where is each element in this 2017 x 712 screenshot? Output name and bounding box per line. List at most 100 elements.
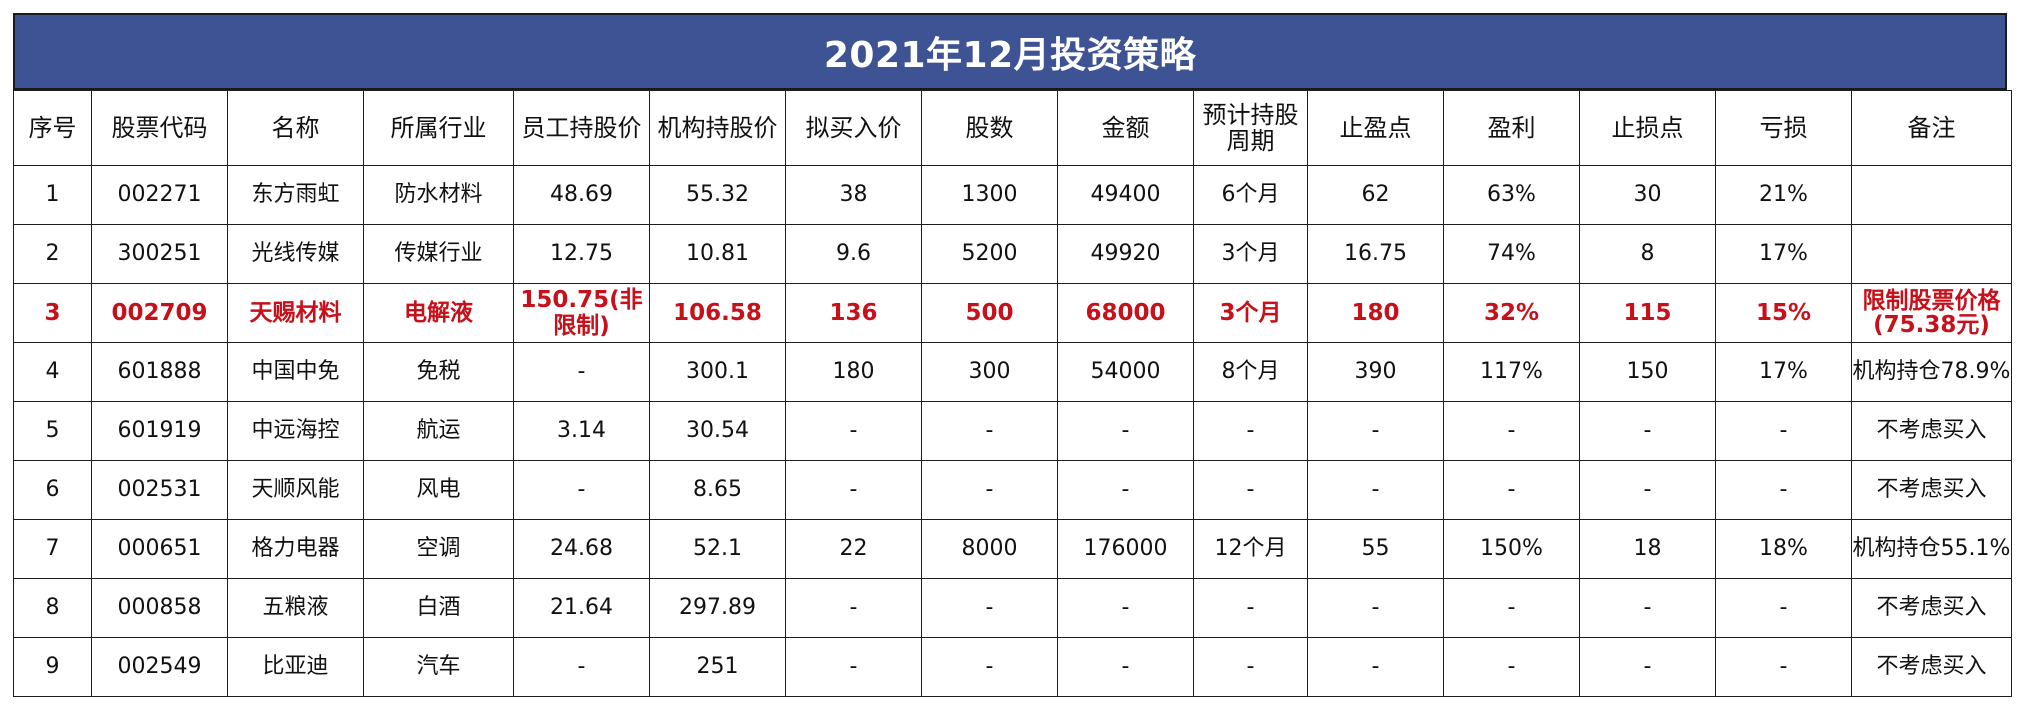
table-cell: 中远海控 — [227, 401, 364, 461]
table-cell: 62 — [1307, 165, 1444, 225]
table-cell: 7 — [13, 519, 92, 579]
table-cell: 55.32 — [649, 165, 786, 225]
table-cell: 航运 — [363, 401, 514, 461]
table-cell: 传媒行业 — [363, 224, 514, 284]
table-cell — [1851, 224, 2012, 284]
table-cell: 32% — [1443, 283, 1580, 343]
table-cell: 9 — [13, 637, 92, 697]
header-cell: 股数 — [921, 90, 1058, 166]
table-cell: 63% — [1443, 165, 1580, 225]
table-cell: 8 — [13, 578, 92, 638]
table-cell: 297.89 — [649, 578, 786, 638]
table-cell: 4 — [13, 342, 92, 402]
table-cell: 38 — [785, 165, 922, 225]
table-cell: 6 — [13, 460, 92, 520]
table-cell: - — [1193, 401, 1308, 461]
table-cell: 天顺风能 — [227, 460, 364, 520]
table-cell: 300 — [921, 342, 1058, 402]
table-cell: 30 — [1579, 165, 1716, 225]
table-cell: 不考虑买入 — [1851, 460, 2012, 520]
table-cell: 17% — [1715, 342, 1852, 402]
table-row: 8 000858 五粮液 白酒 21.64 297.89- - - - - - - - 不考虑买入 — [13, 578, 2012, 638]
header-cell: 拟买入价 — [785, 90, 922, 166]
table-cell: - — [1443, 578, 1580, 638]
table-cell: 54000 — [1057, 342, 1194, 402]
table-cell: - — [1307, 460, 1444, 520]
table-cell: 9.6 — [785, 224, 922, 284]
table-cell: 74% — [1443, 224, 1580, 284]
table-cell: 002549 — [91, 637, 228, 697]
header-cell: 名称 — [227, 90, 364, 166]
table-cell: 8个月 — [1193, 342, 1308, 402]
table-cell: 002709 — [91, 283, 228, 343]
table-cell: 3个月 — [1193, 224, 1308, 284]
table-cell: 251 — [649, 637, 786, 697]
table-row: 1 002271 东方雨虹 防水材料 48.69 55.32 38 1300 49400 6个月 6… — [13, 165, 2012, 225]
header-cell: 序号 — [13, 90, 92, 166]
table-cell: 180 — [1307, 283, 1444, 343]
table-cell: 8.65 — [649, 460, 786, 520]
table-cell: 15% — [1715, 283, 1852, 343]
table-cell: 18% — [1715, 519, 1852, 579]
table-cell: 10.81 — [649, 224, 786, 284]
table-cell: 115 — [1579, 283, 1716, 343]
header-cell: 止盈点 — [1307, 90, 1444, 166]
table-cell: 白酒 — [363, 578, 514, 638]
table-cell: - — [1715, 460, 1852, 520]
table-cell: - — [1579, 401, 1716, 461]
header-cell: 机构持股价 — [649, 90, 786, 166]
table-cell: - — [1307, 637, 1444, 697]
table-cell: - — [1193, 637, 1308, 697]
table-cell: 300251 — [91, 224, 228, 284]
table-cell — [1851, 165, 2012, 225]
table-cell: - — [1443, 460, 1580, 520]
table-cell: 150 — [1579, 342, 1716, 402]
table-cell: 光线传媒 — [227, 224, 364, 284]
table-cell: 8000 — [921, 519, 1058, 579]
table-cell: 空调 — [363, 519, 514, 579]
table-cell: 30.54 — [649, 401, 786, 461]
header-cell: 亏损 — [1715, 90, 1852, 166]
table-cell: 000858 — [91, 578, 228, 638]
table-cell: 防水材料 — [363, 165, 514, 225]
table-cell: 中国中免 — [227, 342, 364, 402]
table-cell: 150% — [1443, 519, 1580, 579]
header-cell: 备注 — [1851, 90, 2012, 166]
table-cell: 1300 — [921, 165, 1058, 225]
table-cell: 18 — [1579, 519, 1716, 579]
table-cell: 12个月 — [1193, 519, 1308, 579]
table-cell: 五粮液 — [227, 578, 364, 638]
table-cell: 风电 — [363, 460, 514, 520]
table-cell: 不考虑买入 — [1851, 578, 2012, 638]
table-cell: 机构持仓78.9% — [1851, 342, 2012, 402]
table-cell: - — [1307, 401, 1444, 461]
table-cell: 176000 — [1057, 519, 1194, 579]
table-cell: 21.64 — [513, 578, 650, 638]
table-cell: 49400 — [1057, 165, 1194, 225]
header-cell: 金额 — [1057, 90, 1194, 166]
table-cell: - — [1715, 637, 1852, 697]
table-cell: 002271 — [91, 165, 228, 225]
table-cell: - — [785, 401, 922, 461]
table-cell: - — [1715, 578, 1852, 638]
table-cell: 电解液 — [363, 283, 514, 343]
table-cell: 117% — [1443, 342, 1580, 402]
table-cell: 免税 — [363, 342, 514, 402]
table-cell: 5200 — [921, 224, 1058, 284]
table-cell: - — [785, 578, 922, 638]
table-row: 3 002709 天赐材料 电解液 150.75(非限制) 106.58 136 500 680… — [13, 283, 2012, 343]
table-row: 4 601888 中国中免 免税 -300.1 180 300 54000 8个月 390 117%… — [13, 342, 2012, 402]
table-cell: - — [1579, 578, 1716, 638]
table-cell: 机构持仓55.1% — [1851, 519, 2012, 579]
table-cell: 格力电器 — [227, 519, 364, 579]
table-cell: - — [1193, 578, 1308, 638]
table-cell: - — [513, 342, 650, 402]
table-cell: 比亚迪 — [227, 637, 364, 697]
header-cell: 预计持股周期 — [1193, 90, 1308, 166]
table-cell: - — [921, 637, 1058, 697]
table-cell: - — [1443, 637, 1580, 697]
table-cell: 2 — [13, 224, 92, 284]
header-cell: 止损点 — [1579, 90, 1716, 166]
table-cell: 002531 — [91, 460, 228, 520]
table-cell: 000651 — [91, 519, 228, 579]
